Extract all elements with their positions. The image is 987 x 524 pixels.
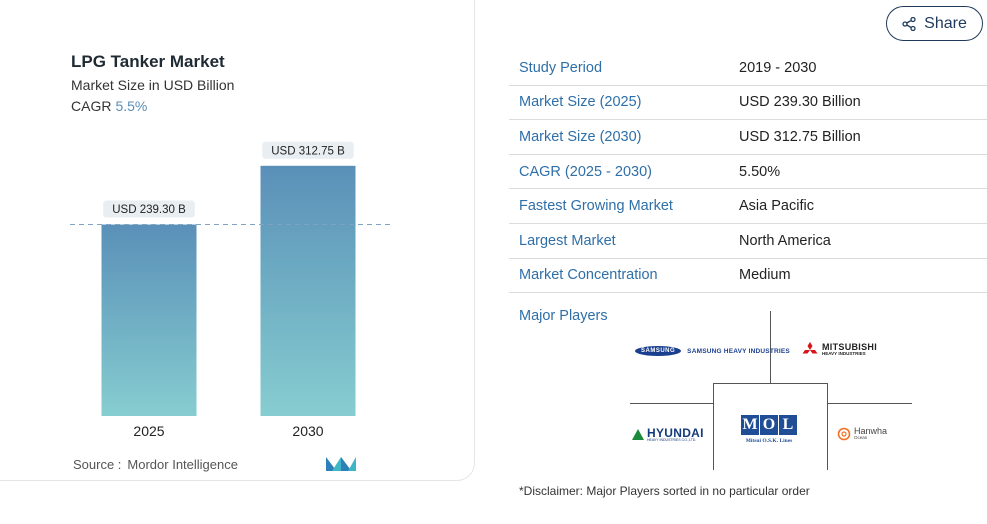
- x-tick-label: 2025: [133, 423, 164, 439]
- hyundai-heavy-industries-logo: HYUNDAI HEAVY INDUSTRIES CO.,LTD.: [632, 427, 704, 443]
- players-divider-horizontal: [713, 383, 828, 384]
- x-tick-label: 2030: [292, 423, 323, 439]
- market-info-table: Study Period 2019 - 2030 Market Size (20…: [509, 51, 987, 294]
- players-divider-horizontal: [828, 403, 912, 404]
- chart-card: [0, 0, 475, 481]
- mitsubishi-sub: HEAVY INDUSTRIES: [822, 350, 866, 356]
- data-label: USD 239.30 B: [112, 204, 186, 216]
- hanwha-sub: Ocean: [854, 435, 868, 441]
- info-key: Largest Market: [519, 232, 616, 249]
- chart-title: LPG Tanker Market: [71, 52, 225, 71]
- players-divider-horizontal: [630, 403, 714, 404]
- mol-letter-m: M: [741, 415, 759, 435]
- info-value: USD 312.75 Billion: [739, 128, 861, 145]
- info-key: Market Size (2030): [519, 128, 642, 145]
- hyundai-text: HYUNDAI: [647, 426, 704, 440]
- hanwha-ocean-logo: Hanwha Ocean: [837, 427, 887, 441]
- share-icon: [902, 16, 916, 31]
- samsung-badge: SAMSUNG: [635, 346, 682, 356]
- mitsubishi-diamonds-icon: [802, 342, 818, 354]
- info-key: Fastest Growing Market: [519, 198, 673, 215]
- mol-letter-l: L: [779, 415, 797, 435]
- data-label-bg: [262, 141, 354, 159]
- mol-letter-o: O: [760, 415, 778, 435]
- info-row-concentration: Market Concentration Medium: [509, 259, 987, 294]
- hyundai-triangle-icon: [632, 429, 644, 441]
- data-label: USD 312.75 B: [271, 145, 345, 157]
- mitsubishi-heavy-industries-logo: MITSUBISHI HEAVY INDUSTRIES: [802, 342, 877, 357]
- share-label: Share: [924, 14, 967, 32]
- data-label-bg: [103, 200, 195, 218]
- info-key: Market Concentration: [519, 267, 658, 284]
- bar-2030: [260, 165, 356, 416]
- info-row-cagr: CAGR (2025 - 2030) 5.50%: [509, 155, 987, 190]
- info-row-study-period: Study Period 2019 - 2030: [509, 51, 987, 86]
- mol-logo: M O L Mitsui O.S.K. Lines: [741, 415, 797, 444]
- source-value: Mordor Intelligence: [127, 457, 238, 472]
- info-value: 5.50%: [739, 163, 781, 180]
- cagr-value: 5.5%: [115, 98, 148, 114]
- chart-source: Source : Mordor Intelligence: [73, 457, 238, 472]
- mol-sub: Mitsui O.S.K. Lines: [745, 438, 793, 444]
- hanwha-swirl-icon: [837, 427, 851, 441]
- hyundai-sub: HEAVY INDUSTRIES CO.,LTD.: [647, 438, 697, 442]
- samsung-heavy-industries-logo: SAMSUNG SAMSUNG HEAVY INDUSTRIES: [635, 346, 790, 356]
- mitsubishi-text: MITSUBISHI: [822, 341, 878, 352]
- chart-cagr: CAGR 5.5%: [71, 98, 147, 114]
- info-row-market-size-2025: Market Size (2025) USD 239.30 Billion: [509, 86, 987, 121]
- hanwha-text: Hanwha: [854, 426, 888, 437]
- disclaimer: *Disclaimer: Major Players sorted in no …: [519, 484, 810, 498]
- info-row-fastest-growing: Fastest Growing Market Asia Pacific: [509, 189, 987, 224]
- info-key: Study Period: [519, 59, 603, 76]
- info-value: North America: [739, 232, 831, 249]
- samsung-text: SAMSUNG HEAVY INDUSTRIES: [687, 347, 790, 355]
- info-key: CAGR (2025 - 2030): [519, 163, 652, 180]
- info-row-largest-market: Largest Market North America: [509, 224, 987, 259]
- bar-chart: USD 239.30 B 2025 USD 312.75 B 2030: [70, 141, 390, 439]
- mordor-logo-icon: [326, 457, 356, 471]
- info-value: 2019 - 2030: [739, 59, 817, 76]
- players-divider-vertical: [770, 311, 771, 383]
- info-value: Medium: [739, 267, 791, 284]
- major-players-label: Major Players: [519, 308, 608, 324]
- source-label: Source :: [73, 457, 122, 472]
- cagr-label: CAGR: [71, 98, 112, 114]
- info-key: Market Size (2025): [519, 94, 642, 111]
- share-button[interactable]: Share: [886, 6, 983, 41]
- players-divider-vertical: [827, 383, 828, 470]
- info-row-market-size-2030: Market Size (2030) USD 312.75 Billion: [509, 120, 987, 155]
- bar-2025: [101, 224, 197, 416]
- info-value: Asia Pacific: [739, 198, 814, 215]
- players-divider-vertical: [713, 383, 714, 470]
- info-value: USD 239.30 Billion: [739, 94, 861, 111]
- chart-subtitle: Market Size in USD Billion: [71, 77, 235, 93]
